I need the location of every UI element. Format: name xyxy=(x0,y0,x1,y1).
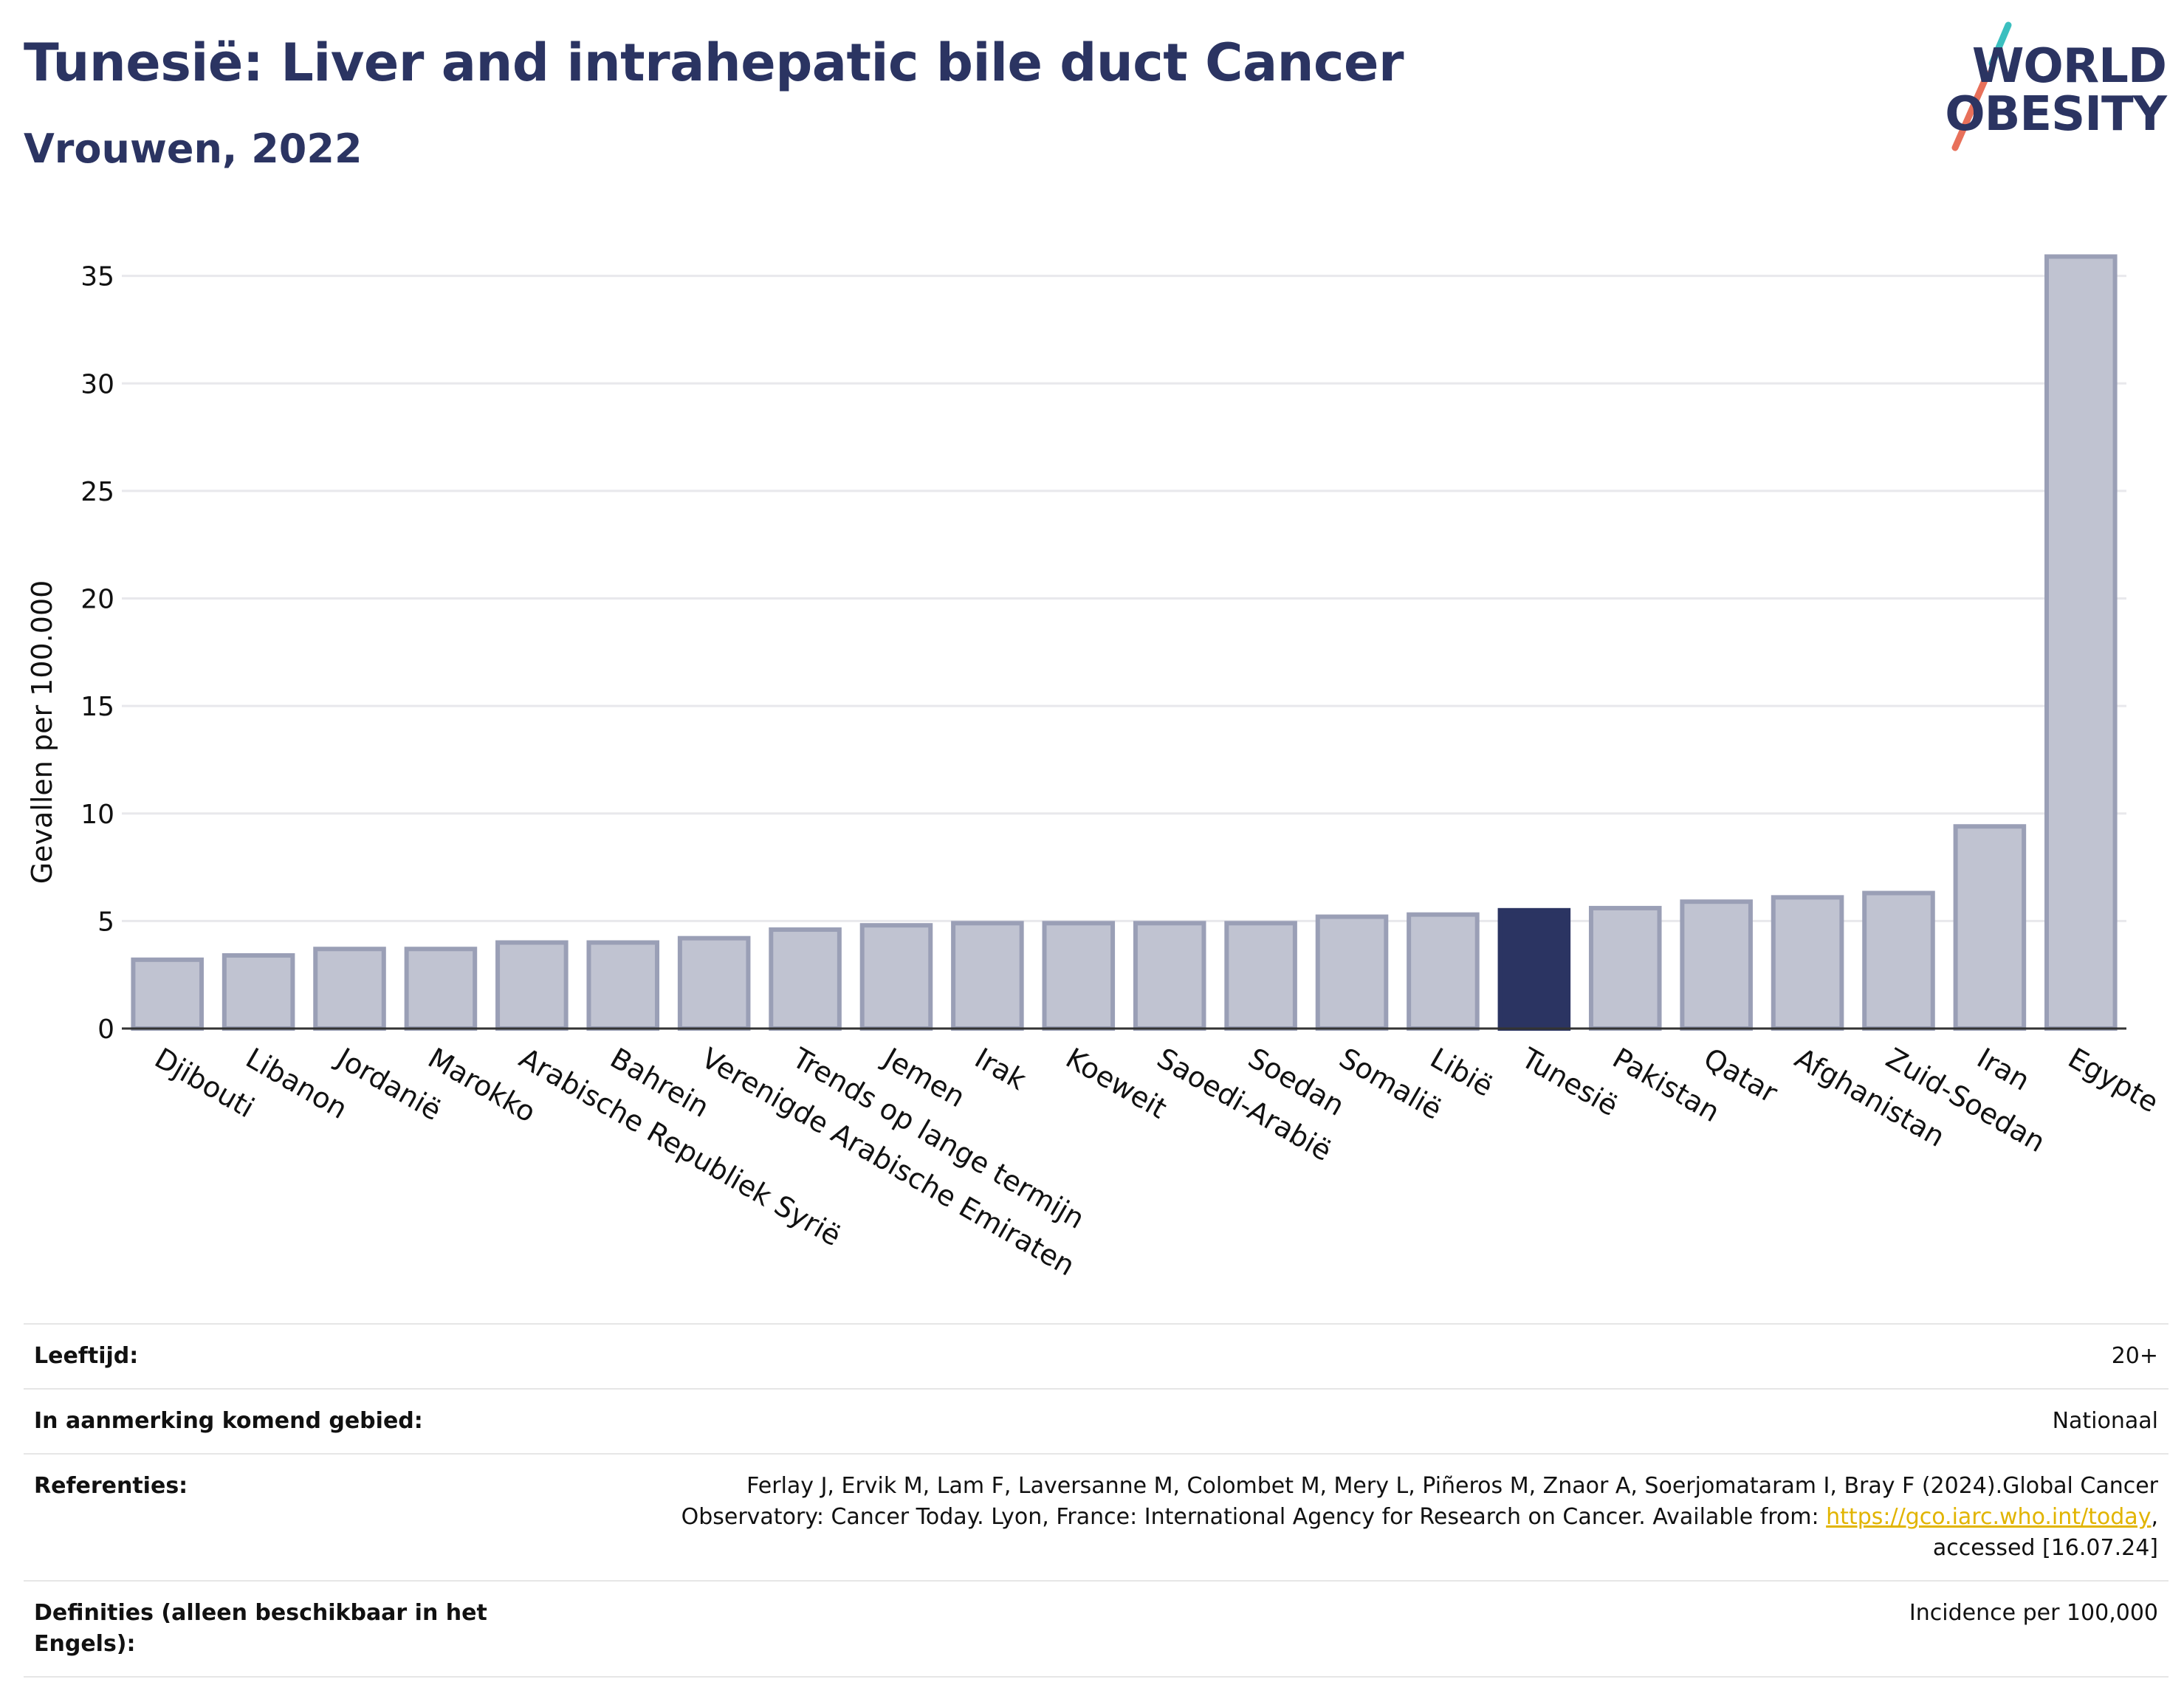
meta-key-age: Leeftijd: xyxy=(34,1343,139,1369)
bar-irak[interactable] xyxy=(951,921,1024,1031)
logo-word-world: WORLD xyxy=(1971,39,2167,94)
y-axis-title: Gevallen per 100.000 xyxy=(26,580,58,885)
bar-marokko[interactable] xyxy=(404,947,478,1031)
y-axis-ticks: 0 5 10 15 20 25 30 35 xyxy=(80,262,114,1045)
bar-zuid-soedan[interactable] xyxy=(1862,890,1935,1031)
meta-row-references: Referenties: Ferlay J, Ervik M, Lam F, L… xyxy=(24,1453,2168,1580)
bar-verenigde-arabische-emiraten[interactable] xyxy=(677,935,751,1031)
bar-tunesi-[interactable] xyxy=(1497,907,1571,1031)
reference-link[interactable]: https://gco.iarc.who.int/today xyxy=(1826,1504,2152,1530)
y-tick-label: 35 xyxy=(80,262,114,292)
bar-koeweit[interactable] xyxy=(1042,921,1116,1031)
bar-saoedi-arabi-[interactable] xyxy=(1133,921,1206,1031)
y-tick-label: 10 xyxy=(80,800,114,830)
y-tick-label: 5 xyxy=(97,907,114,937)
reference-text: Ferlay J, Ervik M, Lam F, Laversanne M, … xyxy=(681,1473,2158,1530)
meta-key-references: Referenties: xyxy=(34,1473,188,1499)
bar-libi-[interactable] xyxy=(1407,912,1480,1031)
bar-trends-op-lange-termijn[interactable] xyxy=(769,927,842,1031)
bar-soedan[interactable] xyxy=(1224,921,1297,1031)
chart-title: Tunesië: Liver and intrahepatic bile duc… xyxy=(24,32,1404,93)
chart-subtitle: Vrouwen, 2022 xyxy=(24,126,363,172)
bar-libanon[interactable] xyxy=(222,952,295,1031)
x-tick-label: Iran xyxy=(1971,1042,2035,1097)
y-tick-label: 20 xyxy=(80,585,114,615)
meta-value-area: Nationaal xyxy=(2052,1408,2158,1434)
gridlines xyxy=(122,275,2126,922)
x-tick-label: Jordanië xyxy=(330,1041,447,1127)
bar-jemen[interactable] xyxy=(859,923,933,1031)
bar-somali-[interactable] xyxy=(1315,914,1389,1031)
bar-arabische-republiek-syri-[interactable] xyxy=(495,940,569,1031)
meta-row-area: In aanmerking komend gebied: Nationaal xyxy=(24,1388,2168,1453)
bar-qatar[interactable] xyxy=(1680,899,1753,1031)
bar-jordani-[interactable] xyxy=(313,947,386,1031)
meta-key-area: In aanmerking komend gebied: xyxy=(34,1408,423,1434)
reference-accessed: , accessed [16.07.24] xyxy=(1932,1504,2158,1561)
x-tick-label: Irak xyxy=(969,1042,1031,1096)
bars xyxy=(131,254,2118,1031)
x-axis-labels: DjiboutiLibanonJordaniëMarokkoArabische … xyxy=(149,1041,2164,1283)
y-tick-label: 25 xyxy=(80,477,114,507)
x-tick-label: Libanon xyxy=(241,1042,353,1125)
x-tick-label: Egypte xyxy=(2063,1042,2164,1119)
bar-egypte[interactable] xyxy=(2044,254,2118,1031)
logo-word-obesity: OBESITY xyxy=(1945,87,2167,142)
x-tick-label: Koeweit xyxy=(1060,1042,1172,1125)
bar-afghanistan[interactable] xyxy=(1771,895,1844,1031)
x-tick-label: Somalië xyxy=(1334,1042,1448,1126)
logo-slash-icon xyxy=(1951,21,2012,151)
meta-row-definitions: Definities (alleen beschikbaar in het En… xyxy=(24,1580,2168,1678)
x-tick-label: Tunesië xyxy=(1515,1041,1623,1122)
x-tick-label: Djibouti xyxy=(149,1042,260,1125)
meta-value-age: 20+ xyxy=(2111,1343,2158,1369)
y-tick-label: 0 xyxy=(97,1014,114,1045)
world-obesity-logo[interactable]: WORLD OBESITY xyxy=(1920,21,2171,154)
bar-chart: 0 5 10 15 20 25 30 35 DjiboutiLibanonJordaniëMa… xyxy=(26,254,2164,1283)
bar-djibouti[interactable] xyxy=(131,957,204,1031)
meta-key-definitions: Definities (alleen beschikbaar in het En… xyxy=(34,1600,487,1657)
metadata-table: Leeftijd: 20+ In aanmerking komend gebie… xyxy=(24,1323,2168,1678)
y-tick-label: 15 xyxy=(80,692,114,722)
meta-value-references: Ferlay J, Ervik M, Lam F, Laversanne M, … xyxy=(608,1471,2158,1564)
meta-row-age: Leeftijd: 20+ xyxy=(24,1323,2168,1388)
bar-bahrein[interactable] xyxy=(586,940,660,1031)
meta-value-definitions: Incidence per 100,000 xyxy=(1909,1600,2158,1626)
y-tick-label: 30 xyxy=(80,369,114,399)
bar-iran[interactable] xyxy=(1953,824,2027,1031)
bar-pakistan[interactable] xyxy=(1588,905,1662,1031)
